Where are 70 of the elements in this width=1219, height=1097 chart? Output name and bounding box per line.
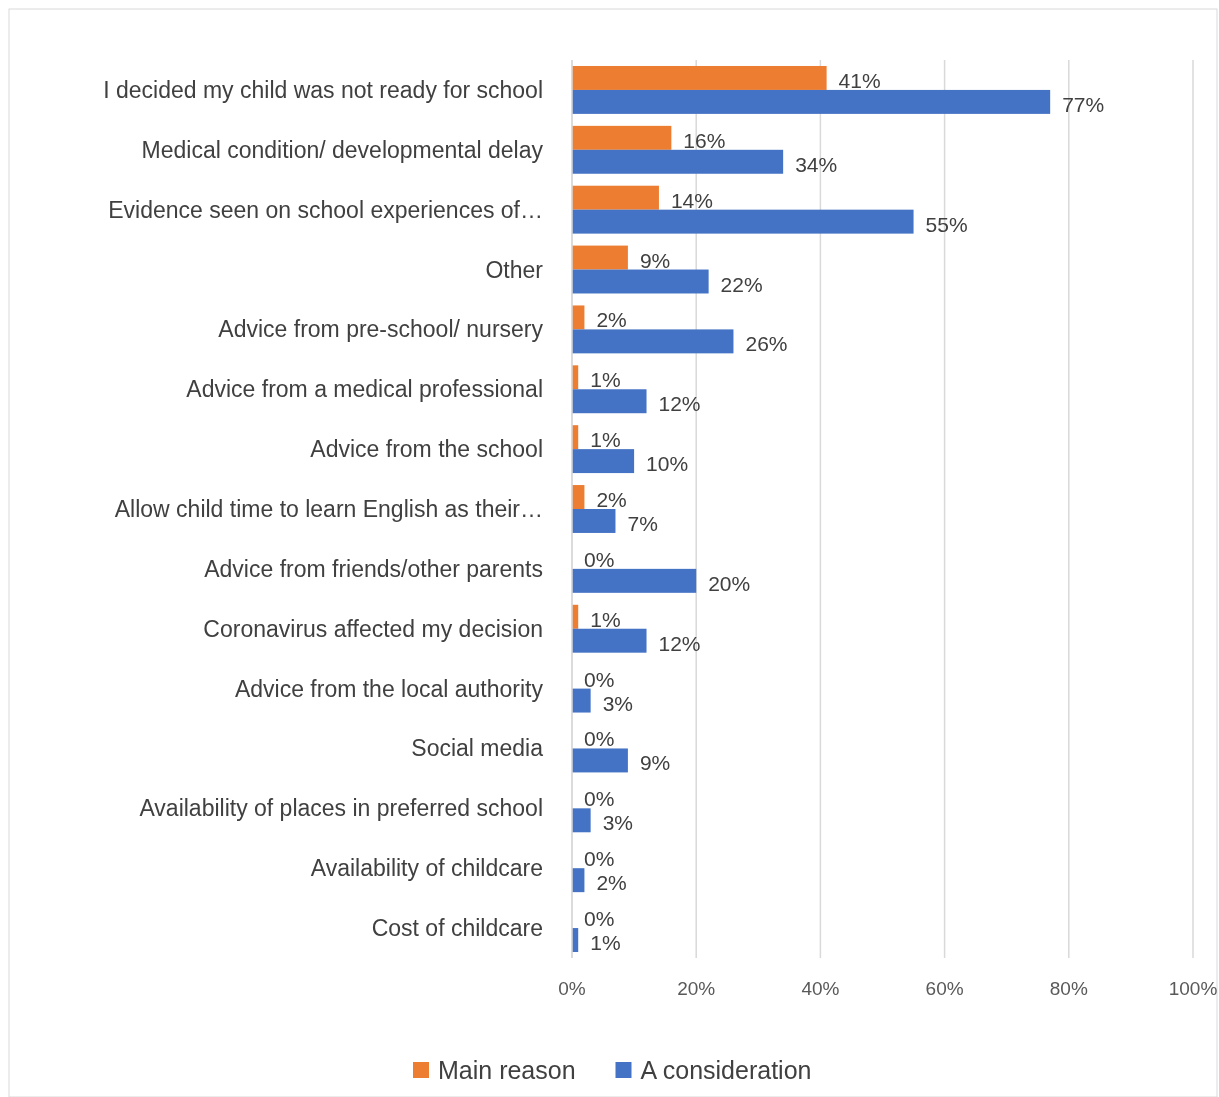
bar — [572, 89, 1051, 114]
bar — [572, 628, 647, 653]
data-label: 1% — [590, 428, 621, 452]
data-label: 3% — [602, 691, 633, 715]
bar — [572, 329, 734, 354]
bar — [572, 568, 697, 593]
data-label: 22% — [720, 272, 763, 296]
y-tick-label: Availability of childcare — [310, 855, 543, 882]
bar — [572, 185, 659, 210]
data-label: 0% — [584, 547, 615, 571]
bar — [572, 449, 635, 474]
y-tick-label: Medical condition/ developmental delay — [141, 136, 544, 163]
data-label: 2% — [596, 871, 627, 895]
y-tick-label: Social media — [411, 735, 544, 762]
x-tick-label: 0% — [558, 978, 586, 999]
bar — [572, 748, 628, 773]
data-label: 1% — [590, 931, 621, 955]
bar — [572, 688, 591, 713]
data-label: 16% — [683, 128, 726, 152]
data-label: 0% — [584, 667, 615, 691]
data-label: 7% — [627, 511, 658, 535]
bar — [572, 269, 709, 294]
data-label: 20% — [708, 571, 751, 595]
data-label: 9% — [639, 751, 671, 775]
y-tick-label: Allow child time to learn English as their… — [114, 496, 543, 522]
x-tick-label: 100% — [1168, 978, 1218, 999]
data-label: 0% — [584, 787, 615, 811]
data-label: 34% — [795, 152, 838, 176]
data-label: 1% — [590, 607, 621, 631]
data-label: 55% — [925, 212, 968, 236]
data-label: 3% — [602, 811, 633, 835]
data-label: 14% — [670, 188, 713, 212]
data-label: 2% — [596, 488, 627, 512]
y-tick-label: Advice from a medical professional — [186, 376, 543, 403]
y-tick-label: Advice from the local authority — [234, 675, 544, 702]
y-tick-label: Other — [485, 256, 544, 283]
bar — [572, 125, 672, 150]
bar — [572, 245, 628, 270]
bar — [572, 389, 647, 414]
legend-label: Main reason — [438, 1056, 576, 1084]
bar — [572, 808, 591, 833]
bar — [572, 65, 827, 90]
bar — [572, 149, 784, 174]
data-label: 0% — [584, 727, 615, 751]
y-tick-label: Advice from pre-school/ nursery — [218, 316, 544, 343]
bar — [572, 209, 914, 234]
data-label: 77% — [1062, 92, 1105, 116]
y-tick-label: Coronavirus affected my decision — [203, 615, 543, 642]
y-tick-label: Advice from the school — [310, 436, 543, 463]
data-label: 12% — [658, 392, 701, 416]
data-label: 26% — [745, 332, 788, 356]
data-label: 41% — [838, 68, 881, 92]
x-tick-label: 40% — [801, 978, 840, 999]
y-tick-label: Advice from friends/other parents — [204, 555, 543, 582]
data-label: 0% — [584, 907, 615, 931]
y-tick-label: Availability of places in preferred school — [139, 795, 543, 822]
y-tick-label: Evidence seen on school experiences of… — [108, 196, 543, 223]
data-label: 12% — [658, 631, 701, 655]
x-tick-label: 80% — [1049, 978, 1088, 999]
bar — [572, 509, 616, 533]
data-label: 0% — [584, 847, 615, 871]
data-label: 10% — [646, 452, 689, 476]
y-tick-label: Cost of childcare — [371, 915, 543, 942]
data-label: 9% — [639, 248, 671, 272]
data-label: 1% — [590, 368, 621, 392]
x-tick-label: 60% — [925, 978, 964, 999]
legend-label: A consideration — [640, 1056, 812, 1084]
y-tick-label: I decided my child was not ready for school — [103, 76, 543, 103]
x-tick-label: 20% — [677, 978, 716, 999]
data-label: 2% — [596, 308, 627, 332]
